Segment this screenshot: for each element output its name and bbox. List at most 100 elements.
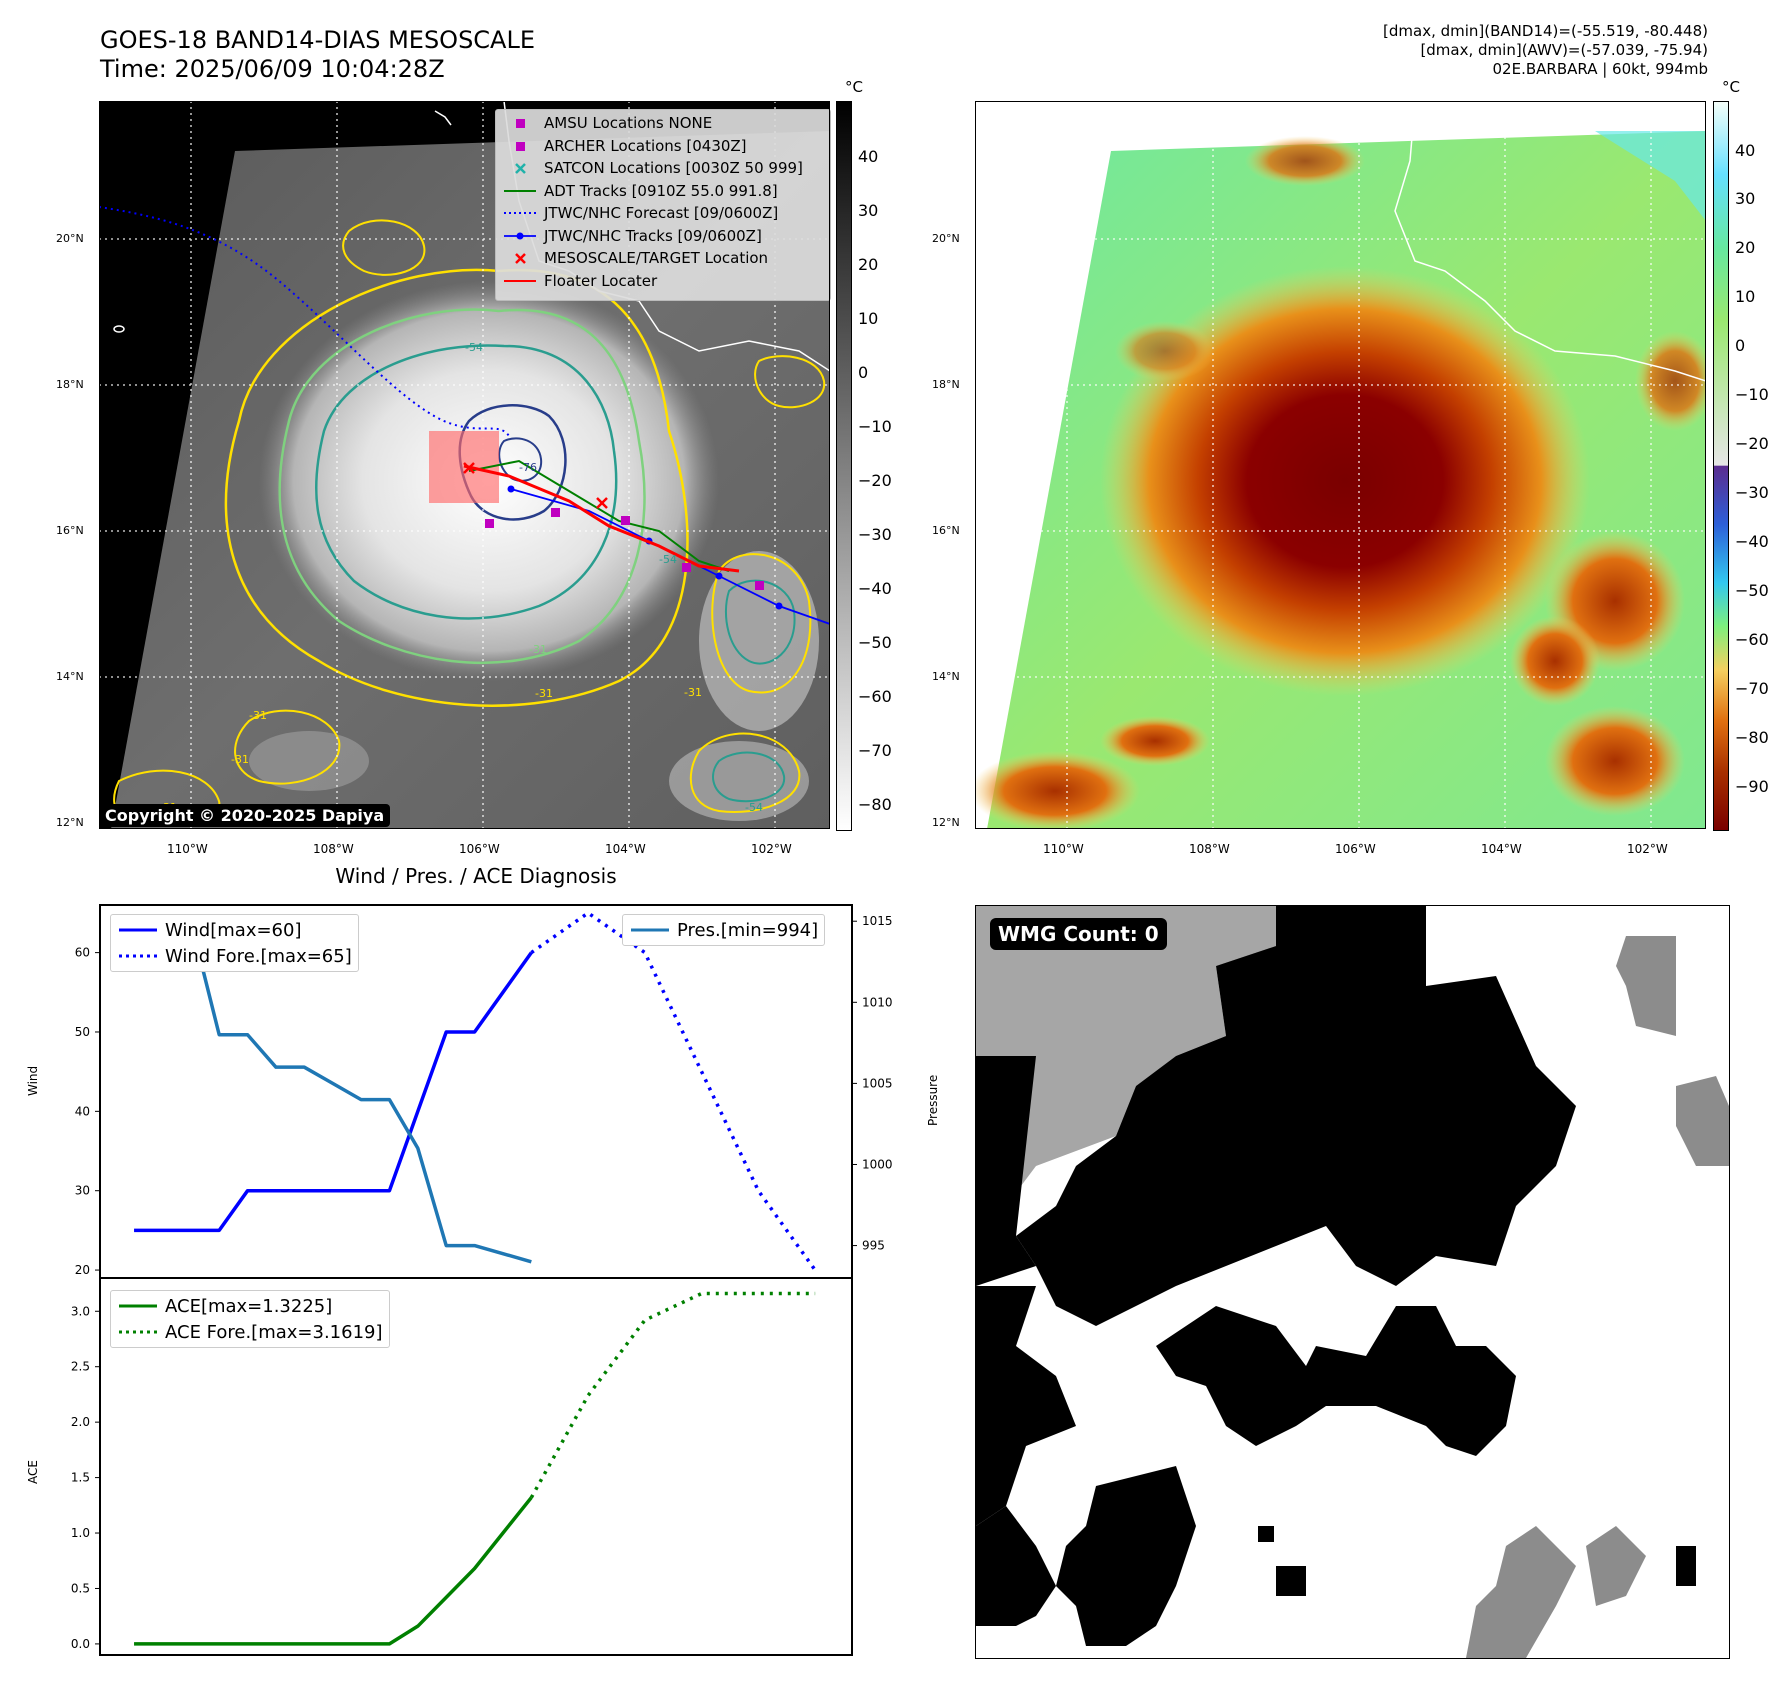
diag-title: Wind / Pres. / ACE Diagnosis [335,864,617,888]
legend-label-wind-fore: Wind Fore.[max=65] [165,945,352,967]
legend-symbol-forecast [504,212,536,215]
contour-label-4: -31 [684,686,702,699]
awv-cbar-tick-1: 30 [1735,189,1756,208]
legend-label-pres: Pres.[min=994] [677,919,819,941]
awv-y-tick-1: 18°N [932,378,960,391]
wind-axis-tick-0: 60 [75,946,90,960]
awv-cbar-tick-8: −40 [1735,532,1769,551]
legend-label-adt: ADT Tracks [0910Z 55.0 991.8] [544,181,778,200]
awv-cbar-tick-7: −30 [1735,483,1769,502]
wind-forecast-line [530,911,817,1272]
ir-cbar-tick-0: 40 [858,147,879,166]
legend-symbol-ace [119,1304,157,1308]
ir-y-tick-4: 12°N [56,816,84,829]
legend-label-forecast: JTWC/NHC Forecast [09/0600Z] [544,204,779,223]
ir-cbar-tick-8: −40 [858,579,892,598]
contour-label-2: -31 [529,643,547,656]
info-line-1: [dmax, dmin](BAND14)=(-55.519, -80.448) [1383,22,1708,40]
legend-label-wind: Wind[max=60] [165,919,302,941]
legend-label-satcon: SATCON Locations [0030Z 50 999] [544,159,803,178]
legend-entry-floater: Floater Locater [502,270,830,293]
awv-cbar-tick-10: −60 [1735,630,1769,649]
ir-x-tick-3: 104°W [605,842,646,856]
legend-entry-pres: Pres.[min=994] [629,917,818,943]
ace-axis-tick-2: 2.0 [71,1415,90,1429]
awv-x-tick-3: 104°W [1481,842,1522,856]
ir-cbar-tick-3: 10 [858,309,879,328]
contour-label-9: -54 [659,553,677,566]
awv-y-tick-2: 16°N [932,524,960,537]
ir-map-panel: -54 -31 -31 -31 -31 -31 -54 -76 -54 -31 … [99,101,831,829]
pressure-line [134,919,532,1264]
ir-cbar-tick-10: −60 [858,687,892,706]
legend-symbol-mesoscale [515,253,526,265]
legend-entry-forecast: JTWC/NHC Forecast [09/0600Z] [502,202,830,225]
legend-symbol-archer [516,141,525,151]
ace-axis-tick-6: 0.0 [71,1637,90,1651]
legend-entry-amsu: AMSU Locations NONE [502,112,830,135]
legend-entry-mesoscale: MESOSCALE/TARGET Location [502,247,830,270]
wind-axis-tick-1: 50 [75,1025,90,1039]
ace-axis-label: ACE [26,1460,40,1484]
ace-axis-tick-1: 2.5 [71,1360,90,1374]
ir-y-tick-1: 18°N [56,378,84,391]
ir-map-frame [99,101,830,829]
title-line-1: GOES-18 BAND14-DIAS MESOSCALE [100,26,536,54]
ir-cbar-tick-1: 30 [858,201,879,220]
wind-pressure-plot: 60 50 40 30 20 1015 1010 1005 1000 995 [75,904,893,1279]
wmg-image [976,906,1729,1658]
legend-entry-wind: Wind[max=60] [117,917,352,943]
legend-symbol-tracks [504,232,536,240]
contour-label-5: -31 [249,709,267,722]
awv-map-frame [975,101,1706,829]
ace-panel-frame [99,1277,853,1656]
awv-cbar-tick-11: −70 [1735,679,1769,698]
legend-entry-ace-fore: ACE Fore.[max=3.1619] [117,1319,383,1345]
legend-symbol-adt [504,189,536,192]
legend-symbol-amsu [516,119,525,129]
copyright-watermark: Copyright © 2020-2025 Dapiya [99,804,391,827]
ir-x-tick-0: 110°W [167,842,208,856]
title-line-2: Time: 2025/06/09 10:04:28Z [100,55,445,83]
awv-cbar-tick-9: −50 [1735,581,1769,600]
ir-x-tick-4: 102°W [751,842,792,856]
legend-entry-wind-fore: Wind Fore.[max=65] [117,943,352,969]
wmg-count-badge: WMG Count: 0 [990,918,1167,950]
legend-entry-archer: ARCHER Locations [0430Z] [502,135,830,158]
wind-axis-tick-4: 20 [75,1263,90,1277]
info-line-3: 02E.BARBARA | 60kt, 994mb [1492,60,1708,78]
pressure-axis-label: Pressure [926,1074,940,1126]
legend-label-ace: ACE[max=1.3225] [165,1295,333,1317]
ir-colorbar-unit: °C [845,78,863,96]
pressure-axis-tick-3: 1000 [862,1157,893,1171]
awv-cbar-tick-5: −10 [1735,385,1769,404]
legend-label-tracks: JTWC/NHC Tracks [09/0600Z] [544,226,762,245]
ace-axis-tick-0: 3.0 [71,1304,90,1318]
awv-map-image [975,101,1706,829]
ace-forecast-line [529,1291,816,1499]
ir-y-tick-3: 14°N [56,670,84,683]
legend-symbol-wind-fore [119,954,157,958]
awv-cbar-tick-12: −80 [1735,728,1769,747]
info-line-2: [dmax, dmin](AWV)=(-57.039, -75.94) [1420,41,1708,59]
wind-legend: Wind[max=60] Wind Fore.[max=65] [110,914,359,972]
ace-legend: ACE[max=1.3225] ACE Fore.[max=3.1619] [110,1290,390,1348]
awv-cbar-tick-0: 40 [1735,141,1756,160]
awv-cbar-tick-2: 20 [1735,238,1756,257]
ir-cbar-tick-6: −20 [858,471,892,490]
pressure-axis-tick-0: 1015 [862,914,893,928]
awv-x-tick-2: 106°W [1335,842,1376,856]
awv-colorbar-unit: °C [1722,78,1740,96]
ace-plot: 3.0 2.5 2.0 1.5 1.0 0.5 0.0 [71,1277,853,1656]
wind-line [134,951,533,1233]
awv-cbar-tick-3: 10 [1735,287,1756,306]
legend-symbol-pres [631,928,669,932]
ir-cbar-tick-4: 0 [858,363,869,382]
ir-y-tick-2: 16°N [56,524,84,537]
ir-x-tick-2: 106°W [459,842,500,856]
awv-x-tick-4: 102°W [1627,842,1668,856]
contour-label-3: -31 [535,687,553,700]
legend-entry-adt: ADT Tracks [0910Z 55.0 991.8] [502,180,830,203]
contour-label-7: -54 [745,801,763,814]
awv-y-tick-3: 14°N [932,670,960,683]
